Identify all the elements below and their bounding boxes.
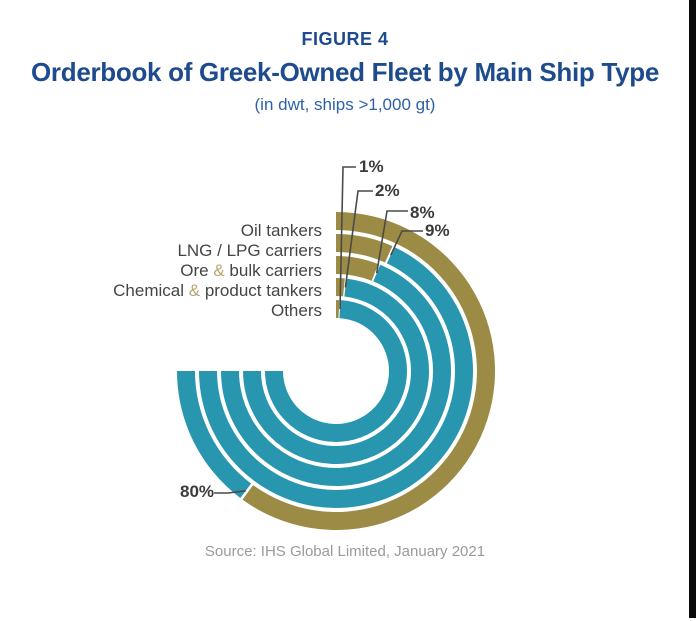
category-label-chemical-product-tankers: Chemical & product tankers <box>113 281 322 300</box>
category-label-lng-lpg-carriers: LNG / LPG carriers <box>177 241 322 260</box>
ring-lng-lpg-carriers-value-arc <box>336 233 393 263</box>
leader-line-lng-lpg-carriers <box>389 230 423 256</box>
source-note: Source: IHS Global Limited, January 2021 <box>204 543 486 560</box>
chart-subtitle: (in dwt, ships >1,000 gt) <box>254 95 436 114</box>
category-label-others: Others <box>270 301 322 320</box>
ring-others-value-arc <box>336 300 340 319</box>
category-label-oil-tankers: Oil tankers <box>240 221 322 240</box>
leader-line-chemical-product-tankers <box>344 190 373 288</box>
ring-oil-tankers-remainder-arc <box>176 371 252 498</box>
percent-callout-chemical-product-tankers: 2% <box>375 181 400 200</box>
percent-callout-ore-bulk-carriers: 8% <box>410 203 435 222</box>
ring-oil-tankers-value-arc <box>242 212 496 530</box>
percent-callout-oil-tankers: 80% <box>180 482 215 501</box>
percent-callout-lng-lpg-carriers: 9% <box>425 221 450 240</box>
chart-title: Orderbook of Greek-Owned Fleet by Main S… <box>31 57 659 87</box>
ampersand: & <box>188 281 201 300</box>
figure-label: FIGURE 4 <box>301 29 389 49</box>
ring-ore-bulk-carriers-value-arc <box>336 256 379 281</box>
percent-callout-others: 1% <box>359 157 384 176</box>
leader-line-oil-tankers <box>214 490 246 494</box>
right-edge-strip <box>689 0 696 618</box>
leader-line-ore-bulk-carriers <box>375 210 408 274</box>
ring-others-remainder-arc <box>265 300 407 442</box>
leader-line-others <box>339 166 356 310</box>
ampersand: & <box>213 261 225 280</box>
category-label-ore-bulk-carriers: Ore & bulk carriers <box>180 261 322 280</box>
